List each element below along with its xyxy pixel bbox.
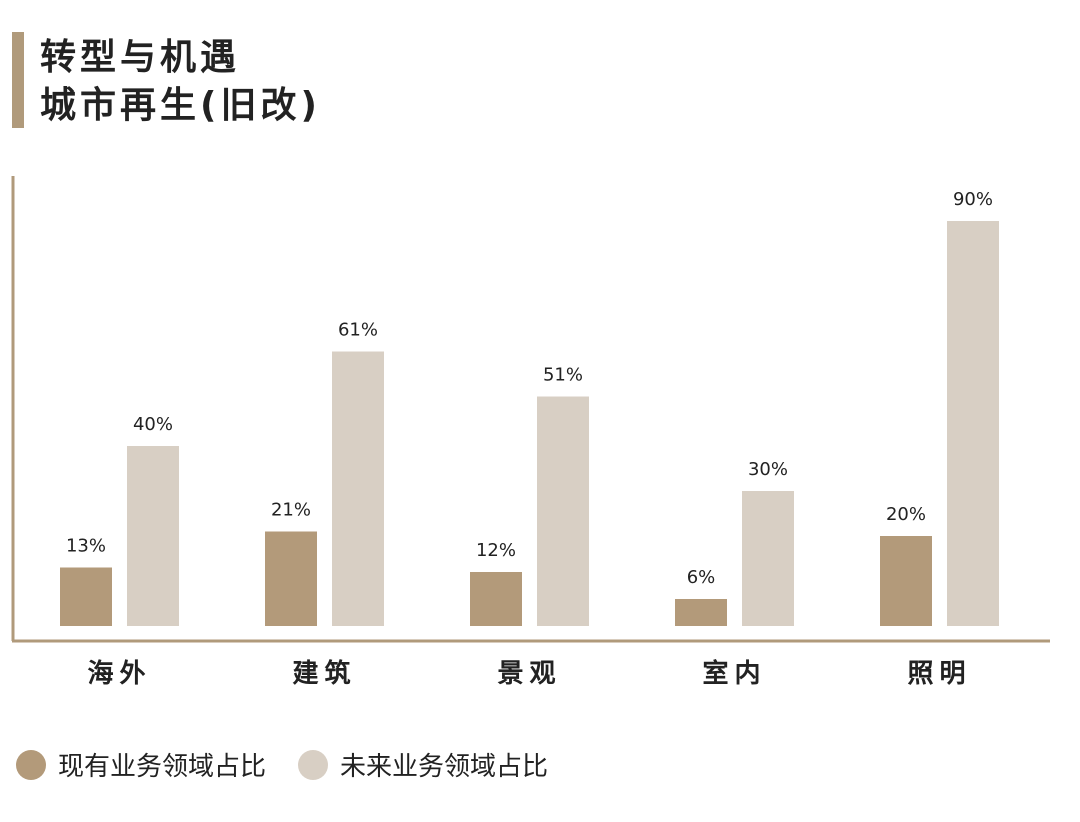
data-label-current-2: 12%	[476, 540, 516, 561]
bar-future-1	[332, 351, 384, 626]
bar-current-1	[265, 531, 317, 626]
data-label-current-1: 21%	[271, 500, 311, 521]
bar-future-2	[537, 396, 589, 626]
category-label-4: 照明	[907, 659, 971, 689]
data-label-current-3: 6%	[687, 567, 716, 588]
bar-future-3	[742, 491, 794, 626]
bar-chart: 13% 40% 海外 21% 61% 建筑 12% 51% 景观 6% 30% 室内 20% 90% 照明	[11, 176, 1050, 689]
data-label-future-3: 30%	[748, 459, 788, 480]
data-label-future-0: 40%	[133, 414, 173, 435]
bar-current-3	[675, 599, 727, 626]
page-title: 转型与机遇	[40, 37, 241, 78]
legend-label-future: 未来业务领域占比	[340, 752, 549, 782]
legend-label-current: 现有业务领域占比	[58, 752, 267, 782]
bar-current-4	[880, 536, 932, 626]
legend-swatch-current	[16, 749, 46, 780]
category-label-3: 室内	[702, 658, 766, 689]
bar-future-0	[127, 446, 179, 626]
category-label-2: 景观	[497, 659, 561, 689]
category-label-0: 海外	[87, 659, 151, 689]
category-label-1: 建筑	[292, 658, 356, 689]
title-accent-bar	[12, 32, 24, 128]
page-subtitle: 城市再生(旧改)	[40, 85, 321, 126]
bar-current-2	[470, 572, 522, 626]
data-label-future-4: 90%	[953, 189, 993, 210]
chart-legend: 现有业务领域占比 未来业务领域占比	[16, 746, 580, 783]
data-label-future-2: 51%	[543, 365, 583, 386]
data-label-current-4: 20%	[886, 504, 926, 525]
data-label-current-0: 13%	[66, 536, 106, 557]
legend-item-future: 未来业务领域占比	[298, 746, 548, 783]
legend-item-current: 现有业务领域占比	[16, 746, 266, 783]
bar-current-0	[60, 567, 112, 626]
data-label-future-1: 61%	[338, 320, 378, 341]
bar-future-4	[947, 221, 999, 626]
legend-swatch-future	[298, 749, 329, 780]
